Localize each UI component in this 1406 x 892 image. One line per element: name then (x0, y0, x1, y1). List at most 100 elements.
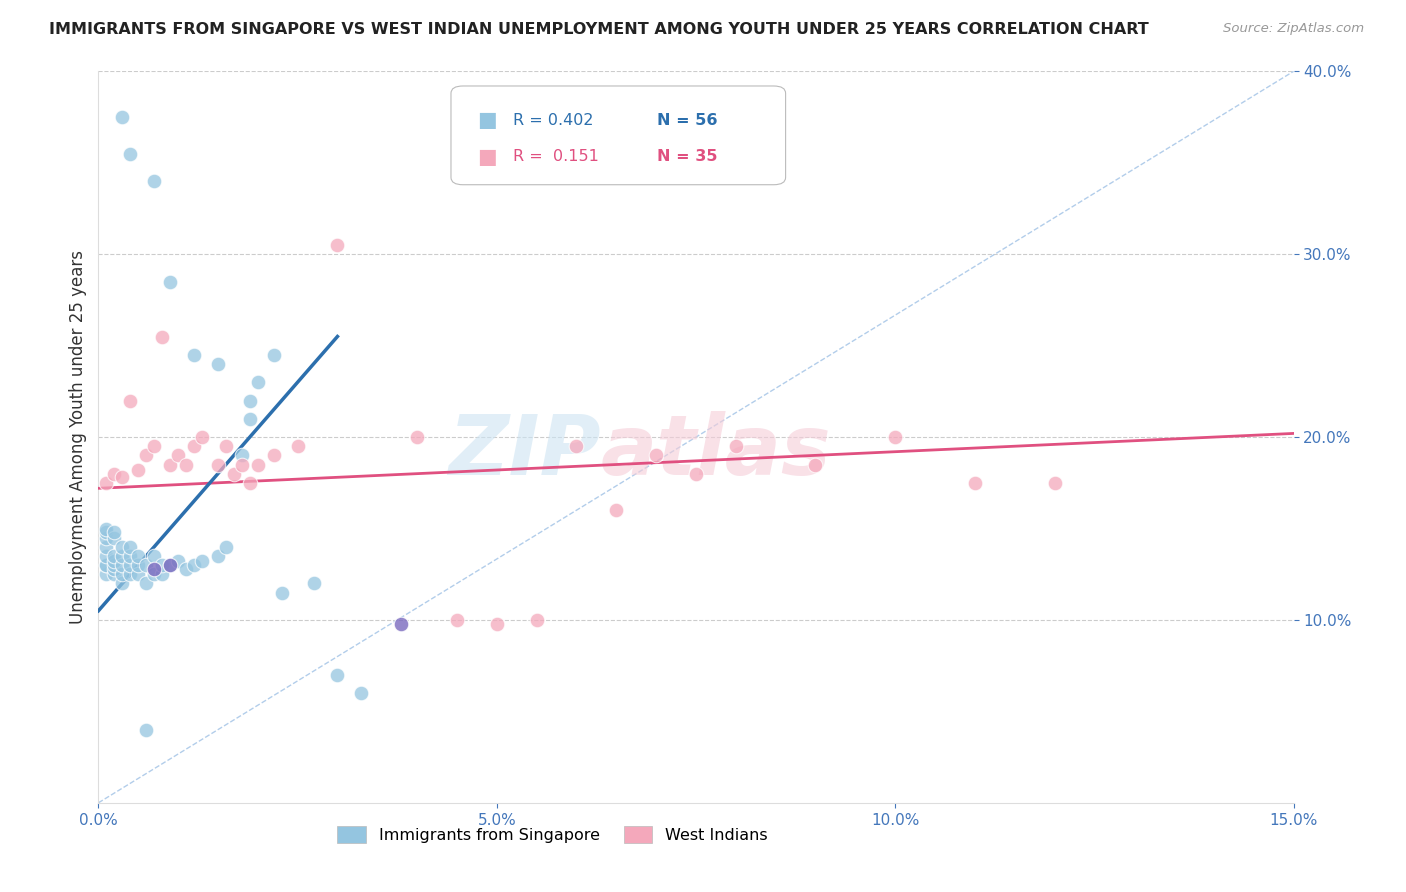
Text: atlas: atlas (600, 411, 831, 492)
Point (270, 585, 292, 599)
Point (96, 531, 118, 545)
Point (485, 616, 508, 631)
Point (150, 558, 173, 573)
Point (143, 439, 166, 453)
Y-axis label: Unemployment Among Youth under 25 years: Unemployment Among Youth under 25 years (69, 250, 87, 624)
Point (167, 554, 190, 568)
Point (111, 540, 134, 554)
Point (167, 448, 190, 462)
Point (215, 540, 238, 554)
Point (103, 567, 125, 582)
Text: R =  0.151: R = 0.151 (513, 150, 599, 164)
Point (120, 549, 142, 563)
Text: IMMIGRANTS FROM SINGAPORE VS WEST INDIAN UNEMPLOYMENT AMONG YOUTH UNDER 25 YEARS: IMMIGRANTS FROM SINGAPORE VS WEST INDIAN… (49, 22, 1149, 37)
Point (111, 558, 134, 573)
Point (191, 430, 214, 444)
Point (135, 576, 157, 591)
Point (96, 475, 118, 490)
Point (287, 439, 309, 453)
Point (263, 448, 285, 462)
Point (120, 540, 142, 554)
Point (103, 467, 125, 481)
Point (1043, 475, 1066, 490)
Point (111, 470, 134, 484)
Point (111, 567, 134, 582)
Point (174, 562, 197, 576)
Point (526, 613, 548, 627)
Point (231, 448, 253, 462)
Point (135, 723, 157, 737)
Point (222, 467, 245, 481)
Point (103, 531, 125, 545)
FancyBboxPatch shape (451, 86, 786, 185)
Point (685, 467, 707, 481)
Point (207, 549, 229, 563)
Point (159, 275, 181, 289)
Point (103, 562, 125, 576)
Point (239, 475, 262, 490)
Point (183, 348, 205, 362)
Text: N = 35: N = 35 (657, 150, 717, 164)
Point (263, 348, 285, 362)
Point (127, 558, 149, 573)
Point (127, 567, 149, 582)
Text: ZIP: ZIP (447, 411, 600, 492)
Point (239, 393, 262, 408)
Point (127, 463, 149, 477)
Point (207, 357, 229, 371)
Point (143, 174, 166, 188)
Legend: Immigrants from Singapore, West Indians: Immigrants from Singapore, West Indians (330, 820, 775, 850)
Point (135, 448, 157, 462)
Point (174, 458, 197, 472)
Point (120, 393, 142, 408)
Text: Source: ZipAtlas.com: Source: ZipAtlas.com (1223, 22, 1364, 36)
Point (120, 567, 142, 582)
Point (103, 554, 125, 568)
Point (96, 567, 118, 582)
Point (120, 558, 142, 573)
Point (884, 430, 907, 444)
Point (111, 110, 134, 124)
Point (191, 554, 214, 568)
Point (215, 439, 238, 453)
Point (96, 540, 118, 554)
Point (135, 558, 157, 573)
Point (239, 412, 262, 426)
Point (406, 430, 429, 444)
Point (159, 458, 181, 472)
Point (127, 549, 149, 563)
Point (804, 458, 827, 472)
Point (96, 558, 118, 573)
Text: ■: ■ (477, 111, 496, 130)
Point (96, 525, 118, 540)
Point (159, 558, 181, 573)
Point (724, 439, 747, 453)
Point (159, 558, 181, 573)
Point (326, 238, 349, 252)
Point (326, 667, 349, 681)
Point (302, 576, 325, 591)
Point (183, 439, 205, 453)
Text: N = 56: N = 56 (657, 113, 717, 128)
Point (207, 458, 229, 472)
Point (111, 576, 134, 591)
Point (605, 503, 627, 517)
Point (120, 146, 142, 161)
Point (389, 616, 412, 631)
Text: R = 0.402: R = 0.402 (513, 113, 593, 128)
Point (565, 439, 588, 453)
Point (645, 448, 668, 462)
Point (143, 562, 166, 576)
Point (183, 558, 205, 573)
Point (143, 567, 166, 582)
Point (246, 458, 269, 472)
Point (103, 558, 125, 573)
Point (231, 458, 253, 472)
Point (103, 525, 125, 540)
Point (103, 549, 125, 563)
Point (96, 558, 118, 573)
Point (150, 567, 173, 582)
Point (246, 375, 269, 389)
Point (96, 521, 118, 535)
Point (963, 475, 986, 490)
